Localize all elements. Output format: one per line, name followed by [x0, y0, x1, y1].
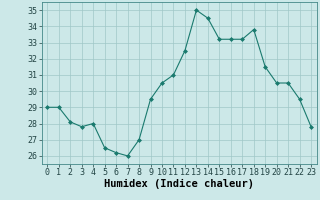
X-axis label: Humidex (Indice chaleur): Humidex (Indice chaleur) — [104, 179, 254, 189]
